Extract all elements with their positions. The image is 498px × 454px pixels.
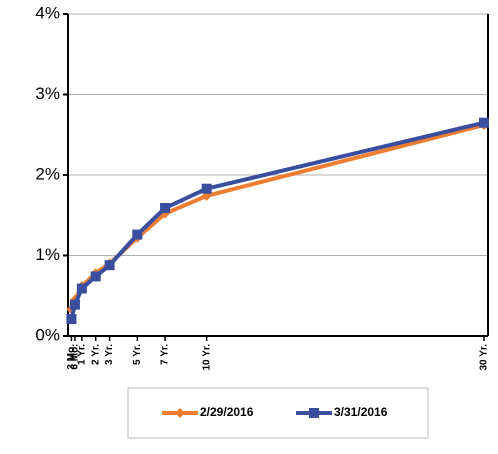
point — [104, 260, 115, 271]
x-tick-label: 1 Yr. — [77, 344, 88, 365]
legend-marker — [175, 408, 185, 418]
point — [76, 283, 87, 294]
x-tick-label: 3 Yr. — [104, 344, 115, 365]
x-tick-label: 10 Yr. — [201, 344, 212, 371]
point — [66, 314, 77, 325]
y-tick-label: 4% — [35, 3, 60, 22]
x-tick-label: 6 Mo. — [70, 344, 81, 370]
point — [479, 117, 489, 128]
legend-label: 3/31/2016 — [334, 405, 388, 419]
x-tick-label: 3 Mo. — [66, 344, 77, 370]
y-tick-label: 2% — [35, 164, 60, 183]
y-tick-label: 0% — [35, 325, 60, 344]
point — [69, 299, 80, 310]
point — [90, 271, 101, 282]
y-tick-label: 1% — [35, 245, 60, 264]
x-tick-label: 5 Yr. — [132, 344, 143, 365]
y-tick-label: 3% — [35, 84, 60, 103]
x-tick-label: 2 Yr. — [90, 344, 101, 365]
legend-label: 2/29/2016 — [200, 405, 254, 419]
legend-marker — [309, 408, 319, 418]
x-tick-label: 7 Yr. — [160, 344, 171, 365]
series-line — [69, 120, 485, 320]
point — [160, 203, 171, 214]
series-line — [69, 123, 485, 311]
x-tick-label: 30 Yr. — [479, 344, 490, 371]
point — [132, 229, 143, 240]
point — [201, 183, 212, 194]
